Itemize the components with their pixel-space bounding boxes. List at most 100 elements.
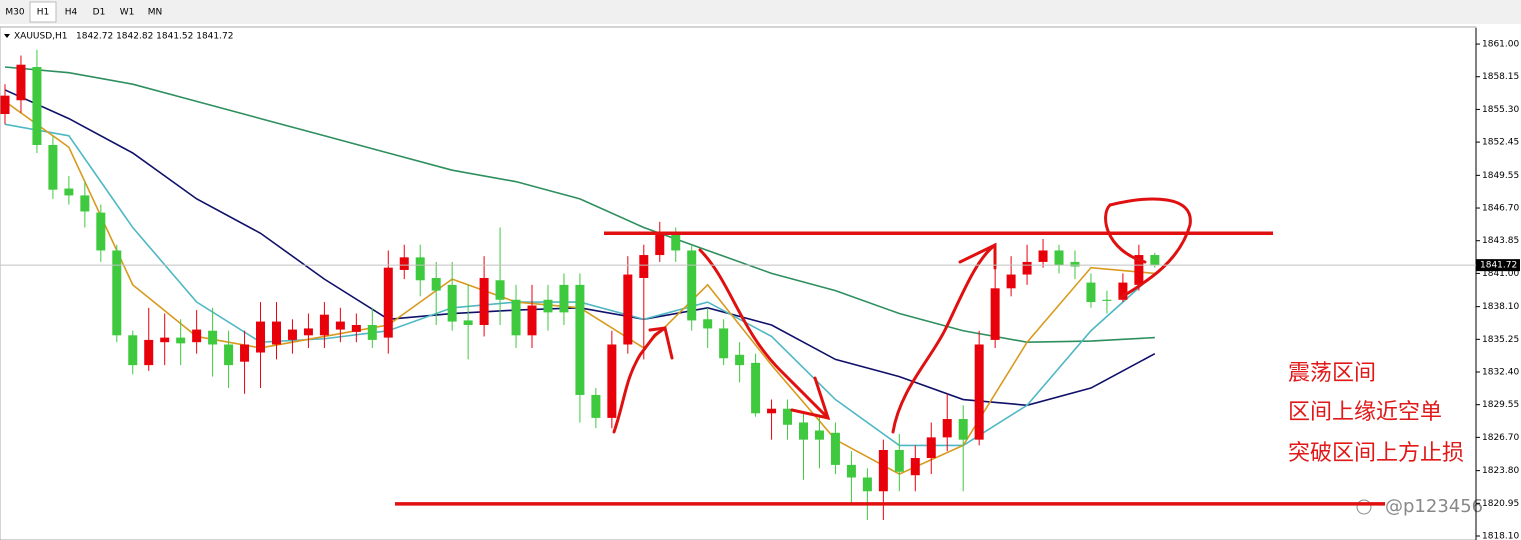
arrow (891, 243, 997, 434)
candle-body (463, 320, 473, 325)
candle-body (671, 234, 681, 251)
candle-body (16, 64, 26, 101)
toolbar-button[interactable]: M30 (5, 8, 24, 18)
candle-body (287, 329, 297, 340)
y-tick-label: 1832.40 (1482, 368, 1519, 378)
candle-body (303, 328, 313, 336)
candle-body (1038, 250, 1048, 262)
candle-body (495, 280, 505, 300)
candle-body (543, 299, 553, 313)
y-tick-label: 1823.80 (1482, 466, 1519, 476)
y-tick-label: 1838.10 (1482, 302, 1519, 312)
candle-body (607, 344, 617, 418)
candle-body (783, 408, 793, 425)
last-price-label: 1841.72 (1480, 261, 1517, 271)
arrow (612, 326, 667, 434)
candle-body (830, 432, 840, 465)
candle-body (862, 477, 872, 492)
arrow-head (790, 376, 831, 421)
candle-body (447, 284, 457, 322)
y-tick-label: 1818.10 (1482, 531, 1519, 540)
toolbar-active (29, 1, 57, 23)
y-tick-label: 1829.55 (1482, 400, 1519, 410)
toolbar-button[interactable]: H4 (65, 8, 78, 18)
candle-body (1150, 255, 1160, 266)
ohlc: 1842.72 1842.82 1841.52 1841.72 (76, 32, 233, 42)
y-tick-label: 1855.30 (1482, 105, 1519, 115)
candle-body (192, 329, 202, 343)
candle-body (224, 344, 234, 366)
candle-body (128, 335, 138, 366)
candle-body (112, 250, 122, 336)
toolbar-button[interactable]: H1 (37, 8, 50, 18)
candle-body (623, 274, 633, 345)
y-tick-label: 1846.70 (1482, 204, 1519, 214)
candle-body (160, 337, 170, 343)
candle-body (942, 419, 952, 438)
arrow-head (648, 326, 674, 360)
candle-body (1006, 274, 1016, 289)
candle-body (639, 255, 649, 278)
candle-body (878, 449, 888, 492)
candle-body (431, 277, 441, 291)
candle-body (799, 422, 808, 440)
y-tick-label: 1849.55 (1482, 171, 1519, 181)
candle-body (527, 305, 537, 336)
candle-body (591, 394, 601, 418)
arrow-head (958, 242, 997, 270)
candle-body (1102, 299, 1112, 301)
plot-area (0, 26, 1477, 540)
candle-body (575, 284, 585, 395)
y-tick-label: 1852.45 (1482, 138, 1519, 148)
candle-body (687, 250, 697, 321)
y-tick-label: 1841.00 (1482, 269, 1519, 279)
moving-average (4, 66, 1155, 343)
candle-body (894, 449, 904, 472)
annotation: 区间上缘近空单 (1288, 400, 1442, 425)
toolbar-button[interactable]: W1 (120, 8, 135, 18)
y-tick-label: 1843.85 (1482, 236, 1519, 246)
candle-body (1022, 261, 1032, 275)
candle-body (958, 419, 968, 440)
candle-body (240, 344, 250, 362)
circle (1104, 197, 1192, 300)
candle-body (80, 195, 90, 212)
candle-body (96, 212, 106, 251)
y-tick-label: 1826.70 (1482, 433, 1519, 443)
candle-body (511, 299, 521, 336)
toolbar-button[interactable]: D1 (93, 8, 106, 18)
candle-body (399, 257, 409, 270)
candle-body (1134, 255, 1144, 285)
watermark-icon (1356, 499, 1372, 515)
candle-body (926, 437, 936, 459)
candle-body (1118, 282, 1128, 300)
candle-body (32, 66, 42, 145)
candle-body (1086, 282, 1096, 303)
candle-body (271, 321, 281, 345)
candle-body (910, 458, 920, 476)
candle-body (767, 408, 777, 414)
candle-body (751, 362, 761, 414)
toolbar (0, 0, 1521, 24)
toolbar-button[interactable]: MN (148, 8, 163, 18)
candle-body (367, 324, 377, 340)
candle-body (335, 321, 345, 330)
annotation: 突破区间上方止损 (1288, 441, 1464, 466)
symbol: XAUUSD,H1 (14, 32, 68, 42)
candle-body (415, 257, 425, 281)
annotation: 震荡区间 (1288, 361, 1376, 386)
candle-body (383, 267, 393, 338)
candle-body (64, 188, 74, 196)
candle-body (48, 144, 58, 190)
candle-body (559, 284, 569, 313)
candle-body (1054, 250, 1064, 266)
candle-body (990, 288, 1000, 340)
last-price-box (1476, 259, 1520, 272)
menu-arrow (4, 34, 10, 38)
candle-body (176, 337, 186, 344)
watermark: @p123456 (1385, 496, 1483, 517)
arrow (698, 248, 830, 420)
candle-body (655, 232, 665, 256)
candle-body (479, 277, 489, 325)
